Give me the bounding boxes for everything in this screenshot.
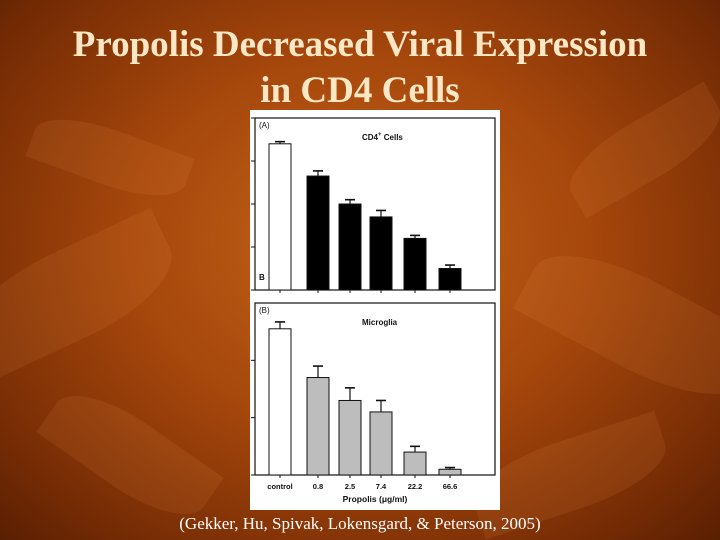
panel-a-panel-label: (A): [259, 121, 270, 130]
panel-a-bar-22.2: [403, 237, 427, 291]
x-tick-label-22.2: 22.2: [408, 482, 423, 491]
slide-title-line1: Propolis Decreased Viral Expression: [72, 24, 648, 65]
background-leaf: [0, 207, 189, 383]
panel-a-title: CD4+ Cells: [362, 132, 403, 142]
panel-b-bar-22.2: [403, 451, 427, 476]
panel-a-bar-control: [268, 143, 292, 291]
panel-a-bar-66.6: [438, 268, 462, 291]
x-tick-label-66.6: 66.6: [443, 482, 458, 491]
panel-b-bar-2.5: [338, 399, 362, 476]
panel-b-panel-label: (B): [259, 306, 270, 315]
panel-b-bar-0.8: [306, 377, 330, 476]
x-tick-label-0.8: 0.8: [313, 482, 323, 491]
panel-b-bar-66.6: [438, 468, 462, 476]
panel-b-bar-control: [268, 328, 292, 476]
x-tick-label-7.4: 7.4: [376, 482, 387, 491]
background-leaf: [512, 228, 720, 422]
bar-chart-figure: 01234p24 Ag (ng/ml)(A)CD4+ CellsB012p24 …: [251, 117, 496, 504]
panel-a-bar-0.8: [306, 175, 330, 291]
x-tick-label-control: control: [267, 482, 292, 491]
panel-a-corner-label: B: [259, 273, 265, 282]
panel-b-bar-7.4: [369, 411, 393, 476]
slide-title: Propolis Decreased Viral Expression in C…: [0, 22, 720, 114]
citation: (Gekker, Hu, Spivak, Lokensgard, & Peter…: [179, 514, 541, 533]
figure-panel: 01234p24 Ag (ng/ml)(A)CD4+ CellsB012p24 …: [250, 110, 500, 510]
slide-title-line2: in CD4 Cells: [260, 70, 460, 111]
background-leaf: [36, 374, 224, 536]
x-tick-label-2.5: 2.5: [345, 482, 355, 491]
background-leaf: [25, 104, 195, 211]
panel-b-title: Microglia: [362, 318, 398, 327]
panel-a-bar-2.5: [338, 203, 362, 291]
panel-a-bar-7.4: [369, 216, 393, 291]
x-axis-label: Propolis (μg/ml): [343, 494, 408, 504]
